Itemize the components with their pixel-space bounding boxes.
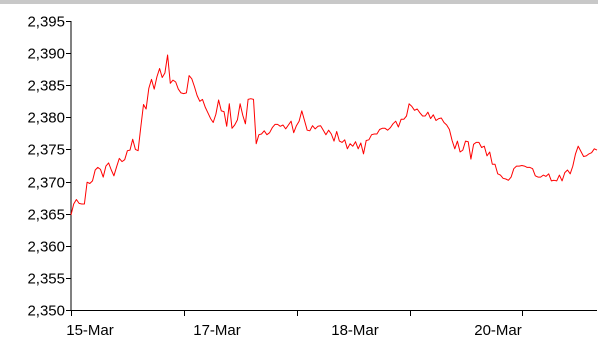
price-series-line: [70, 54, 598, 216]
y-tick-label: 2,395: [27, 14, 65, 31]
y-tick-label: 2,355: [27, 271, 65, 288]
y-tick-label: 2,390: [27, 46, 65, 63]
y-tick-label: 2,350: [27, 303, 65, 320]
top-border: [0, 0, 598, 4]
y-tick-label: 2,365: [27, 207, 65, 224]
x-axis: 15-Mar 17-Mar 18-Mar 20-Mar: [66, 310, 597, 339]
y-axis: 2,350 2,355 2,360 2,365 2,370 2,375 2,380 2,385…: [27, 14, 72, 320]
series-group: [70, 54, 598, 216]
y-tick-label: 2,375: [27, 142, 65, 159]
x-tick-label: 20-Mar: [474, 322, 522, 339]
y-tick-label: 2,360: [27, 239, 65, 256]
x-tick-label: 15-Mar: [66, 322, 114, 339]
y-tick-label: 2,385: [27, 78, 65, 95]
x-tick-label: 17-Mar: [193, 322, 241, 339]
x-tick-label: 18-Mar: [331, 322, 379, 339]
y-tick-label: 2,380: [27, 110, 65, 127]
y-tick-label: 2,370: [27, 175, 65, 192]
